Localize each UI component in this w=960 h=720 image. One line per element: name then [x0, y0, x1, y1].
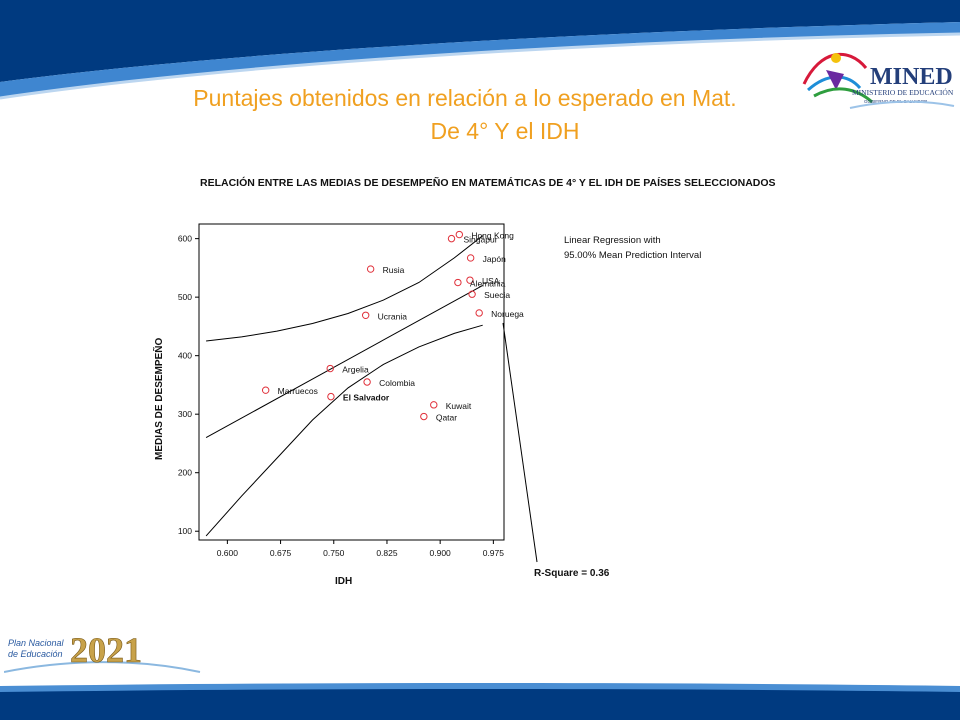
data-point	[447, 234, 456, 243]
point-label: Noruega	[491, 309, 524, 319]
point-label: Qatar	[436, 413, 457, 423]
data-point	[468, 290, 476, 298]
y-tick-label: 300	[178, 409, 192, 419]
slide-title-line1: Puntajes obtenidos en relación a lo espe…	[193, 85, 737, 111]
legend-line1: Linear Regression with	[564, 235, 661, 246]
data-point	[363, 378, 371, 386]
slide-title-line2: De 4° Y el IDH	[430, 118, 580, 144]
y-axis-label: MEDIAS DE DESEMPEÑO	[152, 338, 165, 460]
point-label: El Salvador	[343, 393, 390, 403]
point-label: Suecia	[484, 290, 510, 300]
header-banner	[0, 0, 960, 100]
lower-prediction-band	[205, 324, 483, 537]
point-label: Argelia	[342, 365, 369, 375]
regression-curves	[205, 235, 484, 537]
data-point	[430, 401, 438, 409]
point-label: Alemania	[470, 279, 506, 289]
point-label: Kuwait	[446, 401, 472, 411]
banner-light-wave	[0, 22, 960, 98]
plot-frame	[198, 223, 505, 541]
banner-navy-wave	[0, 0, 960, 82]
data-point	[466, 276, 474, 284]
data-point	[454, 278, 462, 287]
data-point	[327, 392, 335, 401]
data-point	[466, 254, 475, 262]
banner-white-line	[0, 32, 960, 100]
legend-line2: 95.00% Mean Prediction Interval	[564, 250, 701, 261]
y-tick-label: 500	[178, 292, 192, 302]
point-label: Colombia	[379, 378, 415, 388]
upper-prediction-band	[206, 235, 484, 342]
y-tick-label: 200	[178, 468, 192, 478]
footer-navy-wave	[0, 689, 960, 720]
plan-text-line2: de Educación	[8, 649, 63, 659]
x-tick-label: 0.600	[217, 548, 239, 558]
plan-text-line1: Plan Nacional	[8, 638, 65, 648]
data-point	[475, 309, 483, 317]
x-axis: 0.600 0.675 0.750 0.825 0.900 0.975	[217, 540, 505, 558]
point-label: USA	[482, 276, 500, 286]
x-axis-label: IDH	[335, 576, 352, 587]
r-square-leader	[502, 322, 538, 563]
plan-2021-logo: Plan Nacional de Educación 2021	[4, 630, 201, 673]
data-point	[455, 230, 464, 239]
r-square-annotation: R-Square = 0.36	[534, 568, 610, 579]
mined-logo-swoosh	[849, 100, 955, 109]
data-point	[326, 364, 334, 373]
point-label: Ucrania	[378, 311, 408, 321]
scatter-chart: RELACIÓN ENTRE LAS MEDIAS DE DESEMPEÑO E…	[152, 176, 776, 587]
mined-emblem-icon	[802, 52, 873, 104]
x-tick-label: 0.825	[376, 548, 398, 558]
data-point	[420, 412, 428, 421]
y-tick-label: 100	[178, 526, 192, 536]
x-tick-label: 0.975	[483, 548, 505, 558]
point-label: Marruecos	[278, 386, 318, 396]
point-label: Singapur	[464, 235, 498, 245]
plan-logo-swoosh	[4, 661, 201, 673]
mined-logo: MINED MINISTERIO DE EDUCACIÓN GOBIERNO D…	[802, 52, 955, 109]
data-point	[366, 265, 375, 273]
mined-logo-subtext: MINISTERIO DE EDUCACIÓN	[852, 87, 954, 97]
y-axis: 100 200 300 400 500 600	[178, 234, 199, 536]
x-tick-label: 0.900	[430, 548, 452, 558]
point-label: Hong Kong	[471, 231, 514, 241]
footer-band	[0, 683, 960, 720]
plan-year: 2021	[70, 630, 142, 670]
regression-line	[205, 284, 483, 439]
chart-title: RELACIÓN ENTRE LAS MEDIAS DE DESEMPEÑO E…	[200, 176, 776, 189]
y-tick-label: 400	[178, 351, 192, 361]
data-point	[261, 386, 270, 394]
x-tick-label: 0.750	[323, 548, 345, 558]
y-tick-label: 600	[178, 234, 192, 244]
mined-logo-text: MINED	[870, 64, 953, 90]
data-point	[361, 311, 370, 319]
point-label: Rusia	[383, 265, 405, 275]
x-tick-label: 0.675	[270, 548, 292, 558]
point-label: Japón	[483, 254, 506, 264]
